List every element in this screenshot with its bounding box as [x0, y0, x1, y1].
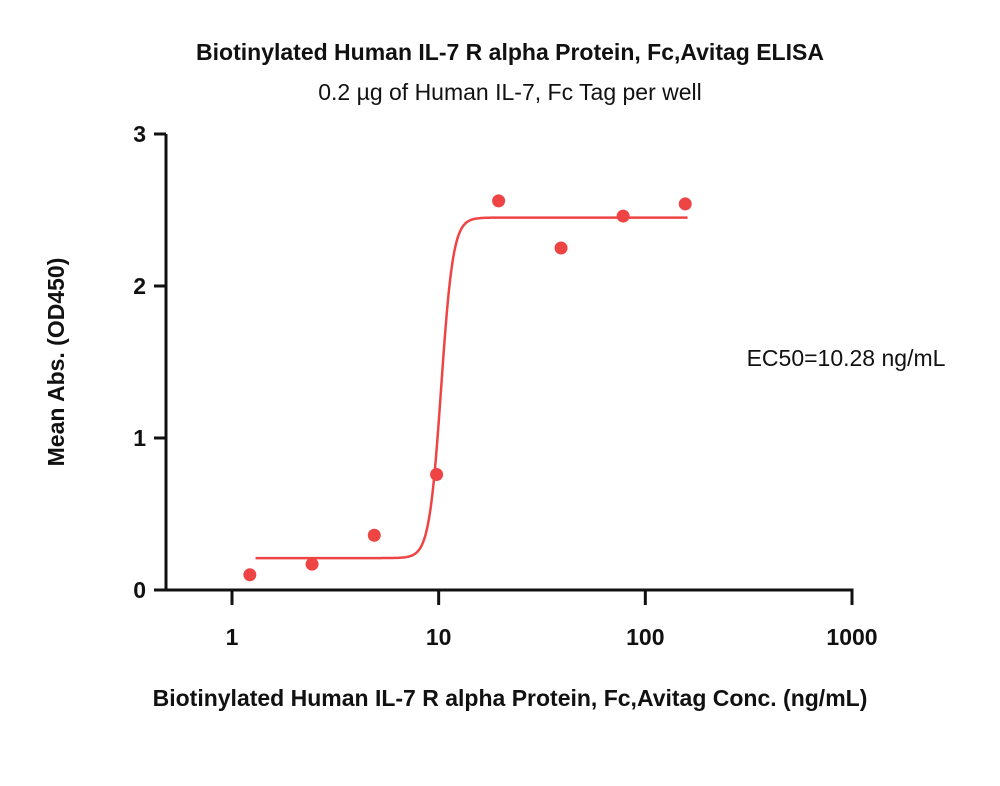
x-tick-label: 10: [426, 624, 452, 650]
y-tick-label: 3: [133, 121, 146, 147]
data-point: [243, 568, 257, 582]
data-point: [678, 197, 692, 211]
axes: [164, 134, 854, 592]
y-tick-label: 2: [133, 273, 146, 299]
x-axis-label: Biotinylated Human IL-7 R alpha Protein,…: [153, 685, 868, 711]
chart-subtitle: 0.2 µg of Human IL-7, Fc Tag per well: [318, 79, 702, 105]
data-point: [367, 528, 381, 542]
fit-curve: [255, 216, 688, 560]
x-tick-label: 1: [226, 624, 239, 650]
data-point: [305, 557, 319, 571]
y-ticks: 0 1 2 3: [133, 121, 166, 603]
y-tick-label: 0: [133, 577, 146, 603]
chart-title: Biotinylated Human IL-7 R alpha Protein,…: [196, 39, 824, 65]
data-points: [243, 194, 692, 582]
x-ticks: 1 10 100 1000: [226, 590, 878, 650]
data-point: [492, 194, 506, 208]
x-tick-label: 100: [626, 624, 664, 650]
data-point: [430, 467, 444, 481]
y-axis-label: Mean Abs. (OD450): [43, 258, 69, 467]
data-point: [616, 209, 630, 223]
ec50-annotation: EC50=10.28 ng/mL: [747, 345, 946, 371]
data-point: [554, 241, 568, 255]
x-tick-label: 1000: [826, 624, 877, 650]
y-tick-label: 1: [133, 425, 146, 451]
